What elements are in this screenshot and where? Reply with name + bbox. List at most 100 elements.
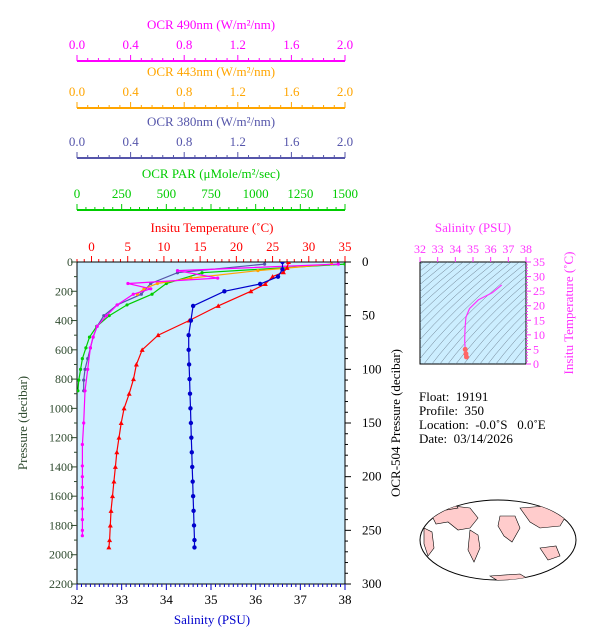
- ocr490-point: [336, 262, 340, 266]
- density-isoline: [463, 296, 526, 364]
- top-axes: OCR 490nm (W/m²/nm) 0.0 0.4 0.8 1.2 1.6 2.0 OCR…: [69, 17, 358, 262]
- temperature-point: [109, 493, 115, 499]
- salinity-point: [186, 332, 191, 338]
- ocr380-tick-label: 0.4: [122, 134, 139, 149]
- salinity-point: [186, 362, 192, 367]
- ts-ytick-label: 0: [533, 357, 539, 371]
- ocr443-tick-label: 0.8: [176, 84, 192, 99]
- density-isoline: [495, 328, 526, 364]
- salinity-point: [190, 493, 196, 499]
- map-content: [423, 500, 567, 580]
- temperature-point: [270, 274, 276, 279]
- par-tick-label: 750: [201, 186, 221, 201]
- temperature-point: [280, 269, 286, 275]
- density-isoline: [479, 311, 526, 364]
- salinity-axis-title: Salinity (PSU): [174, 612, 250, 627]
- ocr490-point: [80, 464, 84, 468]
- density-isoline: [420, 262, 456, 292]
- temperature-point: [111, 479, 117, 484]
- ocr490-point: [86, 367, 90, 371]
- ocr443-tick-label: 2.0: [337, 84, 353, 99]
- salinity-point: [190, 303, 196, 309]
- ocr443-point: [189, 276, 193, 280]
- ocr490-point: [80, 442, 84, 447]
- ocr490-point: [104, 314, 109, 318]
- temperature-point: [126, 391, 132, 396]
- par-point: [77, 378, 81, 382]
- density-isoline: [420, 262, 472, 307]
- ocr490-point: [82, 421, 86, 425]
- density-isoline: [455, 289, 526, 364]
- density-isoline: [420, 262, 440, 278]
- salinity-point: [192, 537, 197, 543]
- ocr504-tick-label: 0: [362, 254, 369, 269]
- ocr504-tick-label: 200: [362, 469, 382, 484]
- ocr490-point: [126, 281, 130, 286]
- ocr490-tick-label: 1.2: [230, 37, 246, 52]
- world-map: [419, 499, 577, 581]
- temperature-point: [155, 332, 161, 338]
- par-point: [87, 335, 92, 339]
- temperature-tick-label: 20: [230, 239, 243, 254]
- salinity-point: [190, 464, 195, 470]
- ocr443-point: [256, 268, 260, 273]
- pressure-tick-label: 2000: [49, 548, 73, 562]
- ts-ytick-label: 30: [533, 270, 545, 284]
- salinity-point: [187, 376, 192, 382]
- ocr380-point: [263, 262, 267, 266]
- ocr490-point: [88, 346, 92, 350]
- ocr490-point: [80, 534, 84, 538]
- par-point: [107, 314, 111, 318]
- pressure-tick-label: 1800: [49, 518, 73, 532]
- temperature-tick-label: 10: [157, 239, 170, 254]
- salinity-point: [191, 508, 196, 514]
- ts-ytick-label: 10: [533, 328, 545, 342]
- map-landmass: [435, 500, 459, 511]
- ocr380-axis-title: OCR 380nm (W/m²/nm): [147, 114, 275, 129]
- ocr490-point: [115, 303, 119, 307]
- par-point: [125, 303, 129, 307]
- ocr380-point: [139, 292, 143, 296]
- temperature-point: [106, 544, 112, 550]
- ts-point: [462, 346, 468, 352]
- pressure-tick-label: 1000: [49, 401, 73, 415]
- ocr490-point: [216, 276, 220, 280]
- temperature-point: [121, 405, 127, 411]
- ts-content: [420, 262, 526, 364]
- ocr504-tick-label: 150: [362, 415, 382, 430]
- float-id: Float: 19191: [419, 389, 489, 404]
- ocr490-point: [131, 292, 135, 296]
- salinity-tick-label: 35: [205, 592, 218, 607]
- pressure-axis-title: Pressure (decibar): [15, 376, 30, 470]
- map-landmass: [539, 545, 561, 561]
- ts-yaxis-title: Insitu Temperature (˚C): [561, 251, 576, 374]
- ocr380-tick-label: 1.6: [283, 134, 300, 149]
- temperature-tick-label: 30: [302, 239, 315, 254]
- ocr380-point: [102, 314, 106, 318]
- salinity-point: [189, 450, 194, 455]
- temperature-point: [118, 420, 124, 425]
- pressure-tick-label: 0: [67, 255, 73, 269]
- ocr504-tick-label: 50: [362, 308, 375, 323]
- par-point: [150, 292, 154, 296]
- temperature-tick-label: 25: [266, 239, 279, 254]
- ocr443-axis-title: OCR 443nm (W/m²/nm): [147, 64, 275, 79]
- ts-ytick-label: 25: [533, 284, 545, 298]
- density-isoline: [487, 319, 526, 364]
- pressure-tick-label: 1200: [49, 431, 73, 445]
- ts-xtick-label: 33: [432, 242, 444, 256]
- ts-ytick-label: 20: [533, 299, 545, 313]
- ocr380-tick-label: 2.0: [337, 134, 353, 149]
- ts-ytick-label: 15: [533, 313, 545, 327]
- density-isoline: [420, 262, 496, 332]
- ocr490-point: [80, 475, 84, 479]
- ocr380-tick-label: 0.0: [69, 134, 85, 149]
- par-tick-label: 250: [112, 186, 132, 201]
- ocr490-tick-label: 1.6: [283, 37, 300, 52]
- salinity-point: [188, 318, 194, 323]
- pressure-tick-label: 1600: [49, 489, 73, 503]
- ts-point: [463, 354, 469, 360]
- temperature-point: [116, 435, 122, 440]
- map-landmass: [497, 515, 521, 543]
